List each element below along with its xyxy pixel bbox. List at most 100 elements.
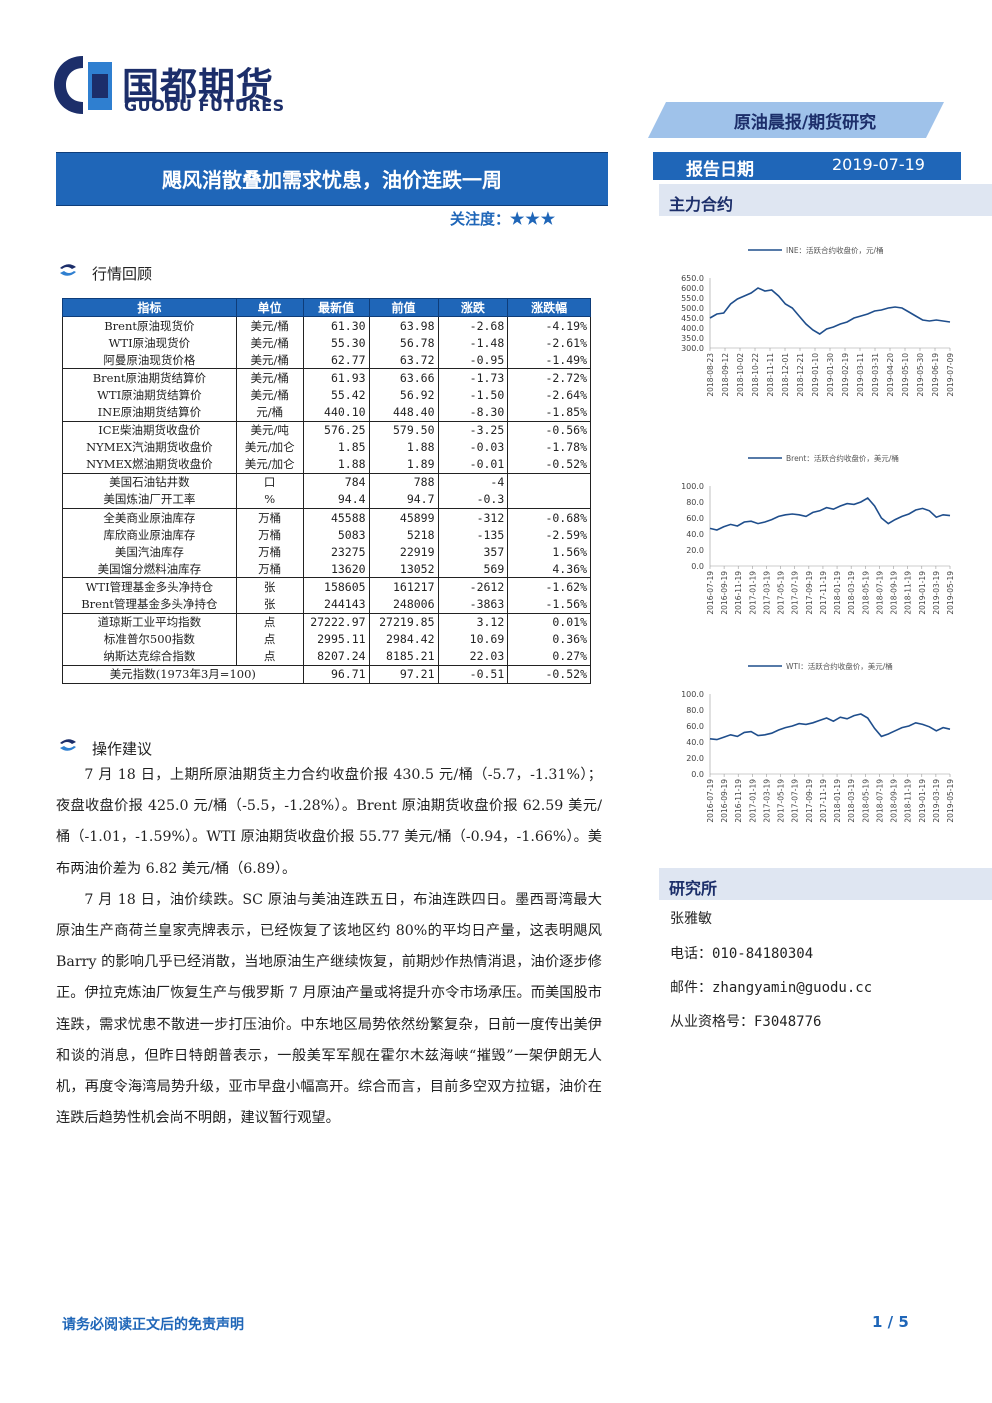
change-cell: -3863 [437, 595, 509, 614]
x-tick-label: 2018-07-19 [875, 571, 884, 615]
previous-cell: 161217 [368, 577, 439, 596]
table-row: 美国石油钻井数口 784 788 -4 [62, 472, 591, 491]
y-tick-label: 450.0 [681, 314, 704, 323]
change-cell: -0.51 [437, 664, 509, 684]
latest-cell: 94.4 [302, 490, 370, 509]
change-cell: -0.01 [437, 455, 509, 474]
analyst-license: 从业资格号：F3048776 [670, 1014, 822, 1030]
latest-cell: 1.88 [302, 455, 370, 474]
y-tick-label: 80.0 [686, 706, 704, 715]
x-tick-label: 2018-11-11 [766, 353, 775, 397]
indicator-cell: 阿曼原油现货价格 [62, 351, 237, 369]
y-tick-label: 20.0 [686, 754, 704, 763]
report-type-tab [648, 102, 944, 138]
change-cell: -4 [437, 472, 509, 491]
change-cell: 357 [437, 543, 509, 561]
change-pct-cell: -4.19% [507, 316, 591, 335]
unit-cell: 美元/吨 [235, 420, 304, 439]
unit-cell: 美元/桶 [235, 316, 304, 335]
unit-cell: 万桶 [235, 560, 304, 578]
indicator-cell: 库欣商业原油库存 [62, 526, 237, 544]
change-cell: 3.12 [437, 612, 509, 631]
table-row: 标准普尔500指数点 2995.11 2984.42 10.69 0.36% [62, 630, 591, 648]
x-tick-label: 2017-07-19 [791, 571, 800, 615]
x-tick-label: 2019-03-19 [932, 571, 941, 615]
previous-cell: 63.66 [368, 368, 439, 387]
x-tick-label: 2019-06-19 [931, 353, 940, 397]
table-header-row: 指标 单位 最新值 前值 涨跌 涨跌幅 [62, 298, 591, 317]
change-cell: -2.68 [437, 316, 509, 335]
table-header-cell: 涨跌 [437, 298, 509, 317]
unit-cell: 美元/桶 [235, 386, 304, 404]
table-row: INE原油期货结算价 元/桶 440.10 448.40 -8.30 -1.85% [62, 403, 591, 422]
change-pct-cell: 0.01% [507, 612, 591, 631]
disclaimer-link[interactable]: 请务必阅读正文后的免责声明 [62, 1317, 244, 1333]
attention-label: 关注度： [450, 210, 511, 228]
x-tick-label: 2018-01-19 [833, 779, 842, 823]
latest-cell: 27222.97 [302, 612, 370, 631]
indicator-cell: 美国馏分燃料油库存 [62, 560, 237, 578]
x-tick-label: 2019-01-10 [811, 353, 820, 397]
section-bullet-icon [60, 739, 76, 751]
page-number: 1 / 5 [872, 1313, 909, 1331]
institute-header: 研究所 [659, 868, 992, 900]
x-tick-label: 2016-07-19 [706, 779, 715, 823]
change-pct-cell: -2.72% [507, 368, 591, 387]
x-tick-label: 2019-03-31 [871, 353, 880, 397]
indicator-cell: Brent原油现货价 [62, 316, 237, 335]
y-tick-label: 600.0 [681, 284, 704, 293]
x-tick-label: 2019-01-30 [826, 353, 835, 397]
previous-cell: 45899 [368, 508, 439, 527]
indicator-cell: NYMEX燃油期货收盘价 [62, 455, 237, 474]
latest-cell: 96.71 [302, 664, 370, 684]
previous-cell: 56.78 [368, 334, 439, 352]
market-data-table: 指标 单位 最新值 前值 涨跌 涨跌幅 Brent原油现货价 美元/桶 61.30 63.98-… [62, 298, 591, 684]
unit-cell: 点 [235, 612, 304, 631]
x-tick-label: 2016-09-19 [720, 571, 729, 615]
y-tick-label: 300.0 [681, 344, 704, 353]
unit-cell: 元/桶 [235, 403, 304, 422]
change-pct-cell: -0.52% [507, 455, 591, 474]
unit-cell: 万桶 [235, 526, 304, 544]
latest-cell: 8207.24 [302, 647, 370, 666]
previous-cell: 97.21 [368, 664, 439, 684]
indicator-cell: 纳斯达克综合指数 [62, 647, 237, 666]
x-tick-label: 2019-01-19 [918, 779, 927, 823]
x-tick-label: 2018-11-19 [904, 571, 913, 615]
latest-cell: 2995.11 [302, 630, 370, 648]
x-tick-label: 2017-07-19 [791, 779, 800, 823]
table-row: WTI原油期货结算价 美元/桶 55.42 56.92 -1.50 -2.64% [62, 386, 591, 404]
legend-label: INE：活跃合约收盘价，元/桶 [786, 245, 884, 255]
previous-cell: 56.92 [368, 386, 439, 404]
unit-cell: % [235, 490, 304, 509]
y-tick-label: 100.0 [681, 690, 704, 699]
legend-label: Brent：活跃合约收盘价，美元/桶 [786, 453, 899, 463]
indicator-cell: 美国汽油库存 [62, 543, 237, 561]
indicator-cell: WTI管理基金多头净持仓 [62, 577, 237, 596]
change-cell: 569 [437, 560, 509, 578]
x-tick-label: 2017-09-19 [805, 571, 814, 615]
change-cell: -2612 [437, 577, 509, 596]
table-row: ICE柴油期货收盘价 美元/吨 576.25 579.50 -3.25 -0.56% [62, 420, 591, 439]
latest-cell: 5083 [302, 526, 370, 544]
latest-cell: 576.25 [302, 420, 370, 439]
unit-cell: 张 [235, 595, 304, 614]
y-tick-label: 60.0 [686, 722, 704, 731]
x-tick-label: 2019-05-30 [916, 353, 925, 397]
y-tick-label: 350.0 [681, 334, 704, 343]
unit-cell: 点 [235, 630, 304, 648]
x-tick-label: 2017-05-19 [777, 779, 786, 823]
y-tick-label: 40.0 [686, 530, 704, 539]
y-tick-label: 650.0 [681, 274, 704, 283]
previous-cell: 63.72 [368, 351, 439, 369]
change-pct-cell [507, 490, 591, 509]
table-row: NYMEX汽油期货收盘价 美元/加仑 1.85 1.88 -0.03 -1.78% [62, 438, 591, 456]
x-tick-label: 2017-11-19 [819, 571, 828, 615]
x-tick-label: 2018-12-01 [781, 353, 790, 397]
change-cell: -0.3 [437, 490, 509, 509]
y-tick-label: 20.0 [686, 546, 704, 555]
table-row: 美国馏分燃料油库存 万桶 13620 13052 569 4.36% [62, 560, 591, 578]
latest-cell: 158605 [302, 577, 370, 596]
latest-cell: 23275 [302, 543, 370, 561]
y-tick-label: 550.0 [681, 294, 704, 303]
